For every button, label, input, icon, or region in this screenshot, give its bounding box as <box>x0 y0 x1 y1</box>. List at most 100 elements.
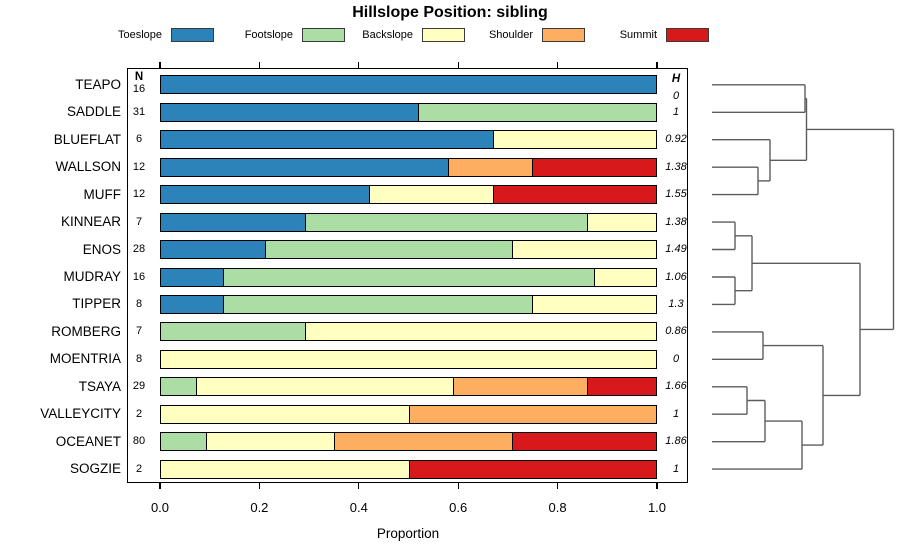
bar-segment-footslope <box>222 295 533 313</box>
stacked-bar-kinnear <box>160 212 657 232</box>
bar-segment-backslope <box>205 433 335 451</box>
x-axis-tick-label: 0.6 <box>449 500 468 515</box>
bar-segment-summit <box>408 460 656 478</box>
row-label-mudray: MUDRAY <box>63 269 121 285</box>
row-h-value: 0.92 <box>665 133 687 146</box>
bar-segment-toeslope <box>161 76 656 94</box>
stacked-bar-valleycity <box>160 404 657 424</box>
row-label-enos: ENOS <box>82 241 121 257</box>
x-axis-tick <box>258 483 261 489</box>
row-n-value: 2 <box>135 462 143 475</box>
bar-segment-summit <box>492 186 656 204</box>
row-h-value: 1.66 <box>665 380 687 393</box>
x-axis-tick-label: 1.0 <box>647 500 667 515</box>
x-axis-tick <box>159 483 161 489</box>
row-n-value: 12 <box>132 188 146 201</box>
bar-segment-backslope <box>161 405 409 423</box>
stacked-bar-teapo <box>160 75 657 95</box>
bar-segment-summit <box>586 378 656 396</box>
stacked-bar-wallson <box>160 157 657 177</box>
bar-segment-footslope <box>161 378 196 396</box>
row-label-moentria: MOENTRIA <box>49 351 121 367</box>
row-label-tsaya: TSAYA <box>78 378 121 394</box>
bar-segment-footslope <box>161 323 305 341</box>
x-axis-tick-label: 0.2 <box>250 500 269 515</box>
bar-segment-summit <box>532 158 656 176</box>
legend-swatch-shoulder <box>542 27 585 42</box>
legend-swatch-summit <box>666 27 709 42</box>
bar-segment-shoulder <box>334 433 513 451</box>
bar-segment-toeslope <box>161 268 223 286</box>
chart-title: Hillslope Position: sibling <box>352 4 548 21</box>
row-n-value: 7 <box>135 325 143 338</box>
row-h-value: 1.06 <box>665 270 687 283</box>
legend-item-toeslope: Toeslope <box>80 27 214 42</box>
row-h-value: 0.86 <box>665 325 687 338</box>
row-n-value: 8 <box>135 297 143 310</box>
bar-segment-toeslope <box>161 186 369 204</box>
bar-segment-backslope <box>586 213 656 231</box>
legend-label: Shoulder <box>488 28 533 41</box>
x-axis-tick-top <box>159 61 161 68</box>
bar-segment-toeslope <box>161 295 223 313</box>
stacked-bar-mudray <box>160 267 657 287</box>
legend-item-shoulder: Shoulder <box>451 27 585 42</box>
bar-segment-backslope <box>492 131 656 149</box>
bar-segment-summit <box>512 433 656 451</box>
x-axis-tick-top <box>457 61 459 68</box>
legend-swatch-toeslope <box>171 27 214 42</box>
legend-label: Footslope <box>244 28 293 41</box>
row-n-value: 8 <box>135 352 143 365</box>
bar-segment-backslope <box>512 241 656 259</box>
row-h-value: 1.3 <box>668 297 684 310</box>
stacked-bar-saddle <box>160 102 657 122</box>
row-label-saddle: SADDLE <box>66 104 121 120</box>
legend-swatch-footslope <box>302 27 345 42</box>
bar-segment-toeslope <box>161 158 449 176</box>
n-column-header: N <box>134 71 144 83</box>
row-n-value: 12 <box>132 160 146 173</box>
legend-swatch-backslope <box>422 27 465 42</box>
x-axis-tick-top <box>358 61 360 68</box>
bar-segment-toeslope <box>161 131 493 149</box>
row-label-kinnear: KINNEAR <box>60 214 121 230</box>
x-axis-tick-label: 0.4 <box>349 500 368 515</box>
row-h-value: 1.38 <box>665 215 687 228</box>
bar-segment-backslope <box>532 295 656 313</box>
stacked-bar-sogzie <box>160 459 657 479</box>
x-axis-tick <box>358 483 360 489</box>
row-label-blueflat: BLUEFLAT <box>53 131 121 147</box>
row-n-value: 80 <box>132 435 146 448</box>
stacked-bar-enos <box>160 240 657 260</box>
stacked-bar-tipper <box>160 294 657 314</box>
row-label-tipper: TIPPER <box>72 296 121 312</box>
row-label-valleycity: VALLEYCITY <box>40 406 121 422</box>
row-n-value: 16 <box>132 270 146 283</box>
row-n-value: 29 <box>132 380 146 393</box>
bar-segment-footslope <box>418 103 656 121</box>
x-axis-tick-top <box>656 61 658 68</box>
legend-item-backslope: Backslope <box>331 27 465 42</box>
bar-segment-footslope <box>161 433 206 451</box>
bar-segment-shoulder <box>453 378 587 396</box>
row-h-value: 1.38 <box>665 160 687 173</box>
stacked-bar-blueflat <box>160 130 657 150</box>
bar-segment-backslope <box>161 350 656 368</box>
bar-segment-toeslope <box>161 213 305 231</box>
bar-segment-footslope <box>304 213 587 231</box>
bar-segment-shoulder <box>408 405 656 423</box>
row-n-value: 16 <box>132 82 146 95</box>
bar-segment-toeslope <box>161 103 419 121</box>
bar-segment-backslope <box>304 323 656 341</box>
bar-segment-shoulder <box>448 158 533 176</box>
stacked-bar-tsaya <box>160 377 657 397</box>
bar-segment-footslope <box>264 241 513 259</box>
x-axis-tick-top <box>258 61 261 68</box>
row-n-value: 2 <box>135 407 143 420</box>
row-h-value: 1.49 <box>665 243 687 256</box>
legend-label: Toeslope <box>117 28 162 41</box>
legend-item-summit: Summit <box>575 27 709 42</box>
stacked-bar-moentria <box>160 349 657 369</box>
row-n-value: 31 <box>132 105 146 118</box>
row-h-value: 1.55 <box>665 188 687 201</box>
